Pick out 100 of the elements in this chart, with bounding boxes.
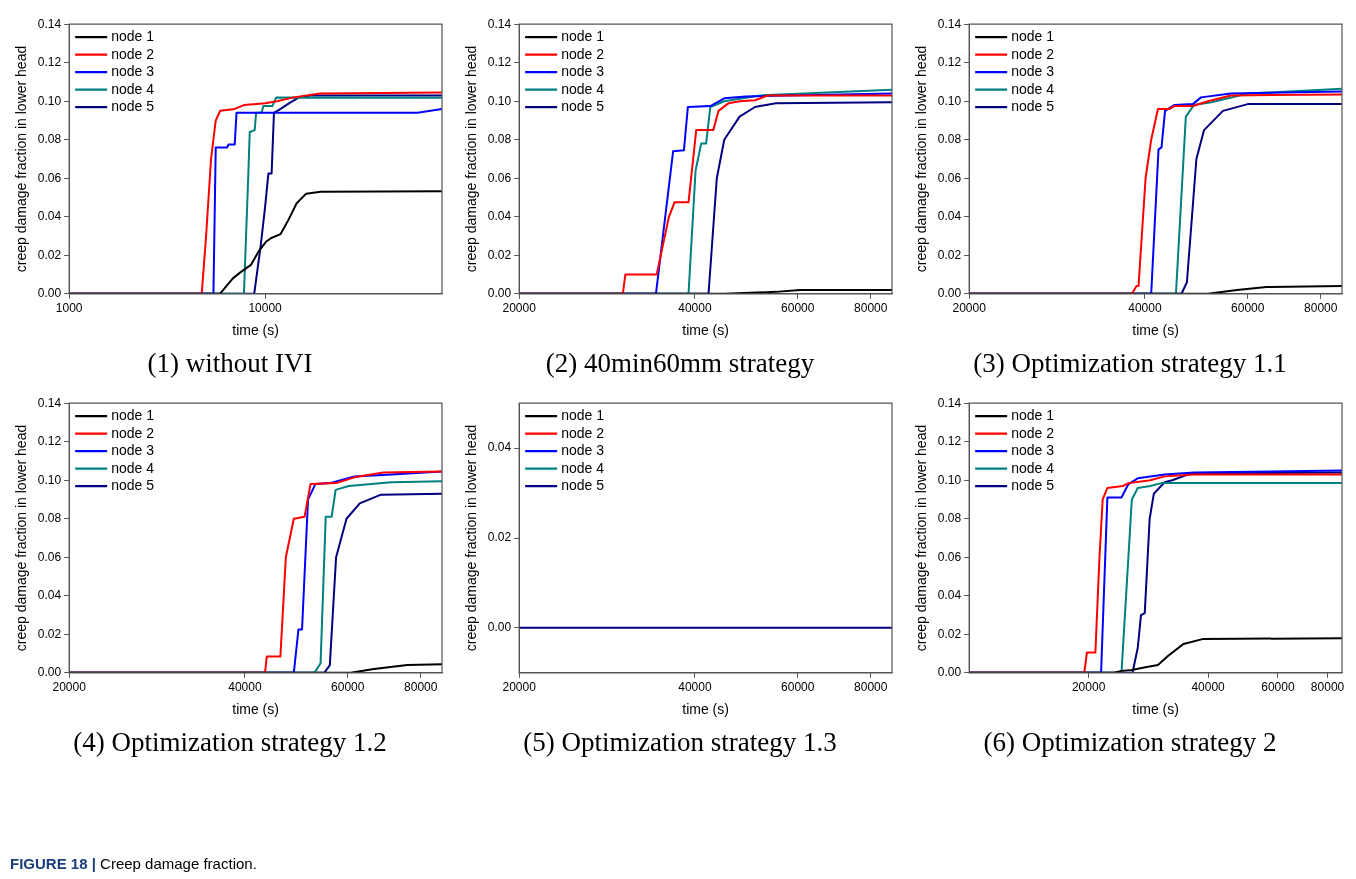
legend-label: node 4 xyxy=(1011,459,1055,476)
y-axis-title: creep damage fraction in lower head xyxy=(463,45,480,273)
legend-label: node 4 xyxy=(111,80,155,97)
legend-label: node 1 xyxy=(561,28,605,45)
y-tick-label: 0.06 xyxy=(937,170,962,185)
y-tick-label: 0.12 xyxy=(37,55,62,70)
y-tick-label: 0.04 xyxy=(37,209,62,224)
x-tick-label: 1000 xyxy=(55,301,83,316)
legend-label: node 3 xyxy=(1011,442,1055,459)
x-axis-title: time (s) xyxy=(232,701,279,718)
y-tick-label: 0.00 xyxy=(37,286,62,301)
text: (2) 40min60mm strategy xyxy=(544,348,816,379)
y-tick-label: 0.06 xyxy=(37,170,62,185)
y-tick-label: 0.02 xyxy=(937,626,962,641)
legend-label: node 5 xyxy=(561,98,605,115)
x-tick-label: 80000 xyxy=(854,680,888,695)
y-tick-label: 0.06 xyxy=(487,170,512,185)
x-axis-title: time (s) xyxy=(1132,322,1179,339)
x-axis-title: time (s) xyxy=(1132,701,1179,718)
x-tick-label: 40000 xyxy=(1191,680,1226,695)
y-tick-label: 0.12 xyxy=(487,55,512,70)
legend-label: node 3 xyxy=(561,442,605,459)
x-tick-label: 20000 xyxy=(502,680,537,695)
y-tick-label: 0.10 xyxy=(37,93,62,108)
text: (4) Optimization strategy 1.2 xyxy=(72,727,388,758)
legend-label: node 2 xyxy=(1011,424,1055,441)
y-tick-label: 0.02 xyxy=(487,530,512,545)
x-tick-label: 20000 xyxy=(1071,680,1106,695)
y-tick-label: 0.14 xyxy=(37,16,62,31)
legend-label: node 1 xyxy=(1011,28,1055,45)
legend-label: node 4 xyxy=(111,459,155,476)
y-axis-title: creep damage fraction in lower head xyxy=(913,45,930,273)
text: (3) Optimization strategy 1.1 xyxy=(972,348,1288,379)
legend-label: node 2 xyxy=(111,424,155,441)
x-tick-label: 40000 xyxy=(678,301,712,316)
y-tick-label: 0.08 xyxy=(37,511,62,526)
x-tick-label: 20000 xyxy=(952,301,987,316)
legend-label: node 3 xyxy=(111,63,155,80)
y-tick-label: 0.12 xyxy=(37,434,62,449)
x-tick-label: 20000 xyxy=(502,301,537,316)
text: (1) without IVI xyxy=(146,348,314,379)
y-tick-label: 0.04 xyxy=(937,588,962,603)
legend-label: node 5 xyxy=(111,477,155,494)
x-tick-label: 80000 xyxy=(404,680,438,695)
x-tick-label: 80000 xyxy=(1310,680,1345,695)
legend-label: node 1 xyxy=(111,28,155,45)
x-axis-title: time (s) xyxy=(682,701,729,718)
x-tick-label: 60000 xyxy=(1261,680,1295,695)
y-tick-label: 0.10 xyxy=(37,472,62,487)
legend-label: node 4 xyxy=(561,459,605,476)
y-tick-label: 0.04 xyxy=(37,588,62,603)
y-tick-label: 0.00 xyxy=(37,665,62,680)
legend-label: node 5 xyxy=(111,98,155,115)
legend-label: node 4 xyxy=(1011,80,1055,97)
y-axis-title: creep damage fraction in lower head xyxy=(913,424,930,652)
x-tick-label: 60000 xyxy=(781,680,815,695)
caption: FIGURE 18 | Creep damage fraction. xyxy=(10,855,257,872)
legend-label: node 1 xyxy=(561,407,605,424)
y-tick-label: 0.14 xyxy=(37,395,62,410)
legend-label: node 3 xyxy=(1011,63,1055,80)
y-tick-label: 0.14 xyxy=(937,395,962,410)
x-tick-label: 40000 xyxy=(1128,301,1162,316)
y-tick-label: 0.08 xyxy=(37,132,62,147)
x-tick-label: 60000 xyxy=(781,301,815,316)
legend-label: node 2 xyxy=(1011,45,1055,62)
legend-label: node 2 xyxy=(561,424,605,441)
x-tick-label: 10000 xyxy=(248,301,283,316)
y-axis-title: creep damage fraction in lower head xyxy=(463,424,480,652)
y-tick-label: 0.00 xyxy=(487,286,512,301)
y-tick-label: 0.04 xyxy=(937,209,962,224)
x-axis-title: time (s) xyxy=(682,322,729,339)
y-tick-label: 0.06 xyxy=(37,549,62,564)
x-tick-label: 80000 xyxy=(854,301,888,316)
y-tick-label: 0.12 xyxy=(937,55,962,70)
x-tick-label: 80000 xyxy=(1304,301,1338,316)
y-tick-label: 0.02 xyxy=(37,247,62,262)
y-tick-label: 0.02 xyxy=(487,247,512,262)
y-axis-title: creep damage fraction in lower head xyxy=(13,424,30,652)
x-tick-label: 20000 xyxy=(52,680,87,695)
y-tick-label: 0.12 xyxy=(937,434,962,449)
text: (6) Optimization strategy 2 xyxy=(982,727,1278,758)
y-tick-label: 0.00 xyxy=(937,286,962,301)
y-tick-label: 0.00 xyxy=(487,620,512,635)
y-tick-label: 0.08 xyxy=(937,511,962,526)
legend-label: node 5 xyxy=(1011,477,1055,494)
y-tick-label: 0.14 xyxy=(487,16,512,31)
legend-label: node 2 xyxy=(111,45,155,62)
legend-label: node 3 xyxy=(111,442,155,459)
y-tick-label: 0.06 xyxy=(937,549,962,564)
y-axis-title: creep damage fraction in lower head xyxy=(13,45,30,273)
legend-label: node 3 xyxy=(561,63,605,80)
y-tick-label: 0.02 xyxy=(937,247,962,262)
y-tick-label: 0.04 xyxy=(487,209,512,224)
y-tick-label: 0.10 xyxy=(487,93,512,108)
x-tick-label: 60000 xyxy=(1231,301,1265,316)
y-tick-label: 0.02 xyxy=(37,626,62,641)
y-tick-label: 0.04 xyxy=(487,440,512,455)
x-tick-label: 40000 xyxy=(678,680,712,695)
legend-label: node 4 xyxy=(561,80,605,97)
y-tick-label: 0.08 xyxy=(487,132,512,147)
